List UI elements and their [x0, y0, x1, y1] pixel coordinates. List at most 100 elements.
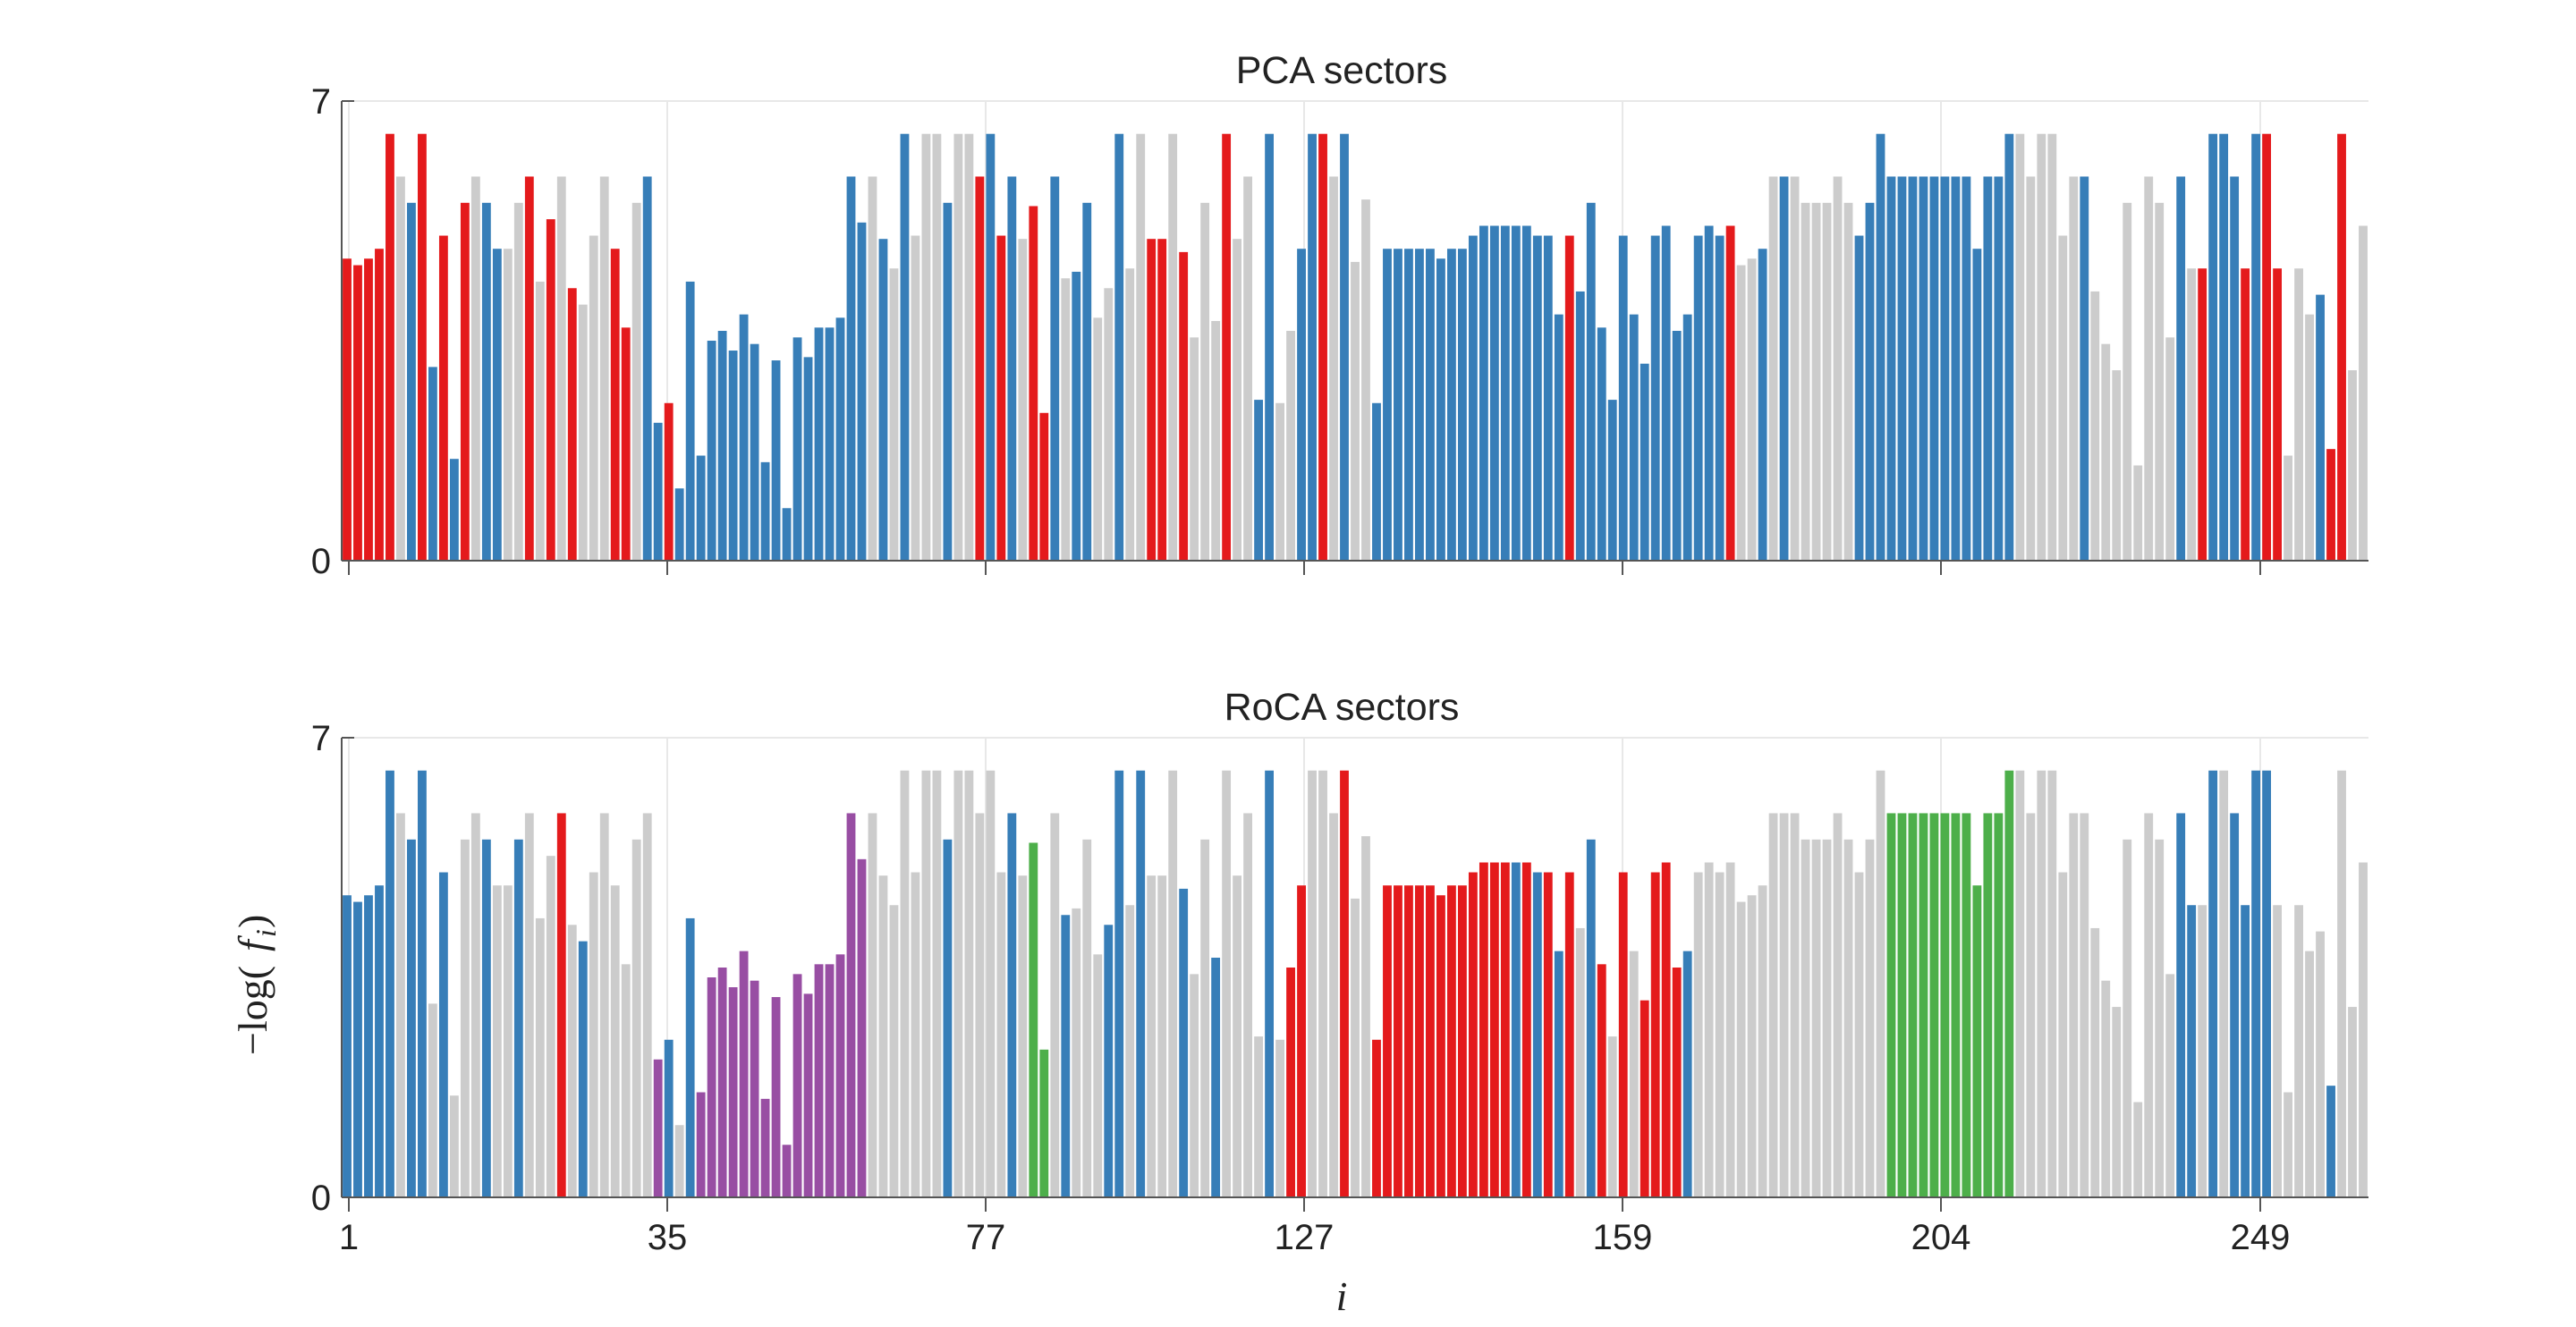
bar	[1093, 954, 1103, 1197]
bar	[1243, 813, 1253, 1197]
bar	[760, 461, 770, 561]
bar	[1136, 770, 1146, 1197]
bar	[1661, 225, 1671, 561]
bar	[750, 343, 759, 561]
bar	[621, 964, 631, 1197]
bar	[1318, 770, 1327, 1197]
bar	[481, 202, 491, 561]
bar	[1747, 895, 1757, 1197]
bar	[2047, 133, 2057, 561]
bar	[418, 133, 427, 561]
bar	[2219, 770, 2229, 1197]
bar	[835, 317, 845, 561]
bar	[1843, 202, 1853, 561]
bar	[1554, 951, 1563, 1197]
bar	[1704, 862, 1714, 1197]
bar	[2208, 770, 2218, 1197]
x-tick-label: 159	[1593, 1218, 1653, 1257]
bar	[717, 968, 727, 1197]
bar	[953, 133, 963, 561]
bar	[1790, 813, 1800, 1197]
bar	[1919, 813, 1928, 1197]
bar	[2026, 176, 2036, 561]
x-tick-label: 204	[1911, 1218, 1971, 1257]
bar	[1200, 202, 1210, 561]
bar	[2080, 176, 2089, 561]
bar	[642, 176, 652, 561]
bar	[1790, 176, 1800, 561]
bar	[996, 872, 1006, 1197]
bar	[1843, 839, 1853, 1197]
bar	[1768, 813, 1778, 1197]
bar	[1876, 770, 1885, 1197]
bar	[503, 885, 513, 1197]
bar	[1543, 872, 1553, 1197]
bar	[964, 770, 974, 1197]
bar	[2359, 862, 2368, 1197]
bar	[642, 813, 652, 1197]
bar	[589, 235, 598, 561]
bar	[1962, 813, 1971, 1197]
bar	[728, 351, 738, 561]
bar	[1715, 872, 1724, 1197]
bar	[2305, 314, 2314, 561]
bar	[1351, 261, 1360, 561]
bar	[1682, 951, 1692, 1197]
bar	[1833, 813, 1843, 1197]
bar	[492, 249, 502, 561]
bar	[2326, 449, 2335, 561]
bar	[1039, 1049, 1049, 1197]
bar	[2230, 176, 2240, 561]
bar	[1629, 951, 1639, 1197]
bar	[1618, 872, 1628, 1197]
bar	[1479, 225, 1488, 561]
bar	[567, 925, 577, 1197]
bar	[1897, 176, 1907, 561]
bar	[1329, 813, 1338, 1197]
bar	[2133, 465, 2143, 561]
bar	[546, 219, 555, 562]
bar	[343, 258, 352, 561]
bar	[503, 249, 513, 561]
bar	[868, 176, 877, 561]
bar	[1747, 258, 1757, 561]
bar	[1114, 133, 1124, 561]
bar	[1297, 249, 1306, 561]
bar	[1340, 770, 1349, 1197]
bar	[1308, 133, 1317, 561]
bar	[1758, 885, 1767, 1197]
bar	[1190, 337, 1199, 561]
bar	[556, 813, 566, 1197]
bar	[449, 459, 459, 561]
bar	[1672, 968, 1682, 1197]
bar	[1361, 199, 1370, 561]
bar	[396, 176, 405, 561]
bar	[386, 133, 394, 561]
bar	[2069, 813, 2079, 1197]
bar	[2026, 813, 2036, 1197]
bar	[1597, 964, 1606, 1197]
bar	[900, 133, 910, 561]
bar	[1607, 1036, 1617, 1197]
bar	[1597, 327, 1606, 561]
bar	[1265, 133, 1274, 561]
bar	[2316, 294, 2325, 561]
bar	[2004, 133, 2014, 561]
bar	[1361, 836, 1370, 1197]
bar	[1736, 901, 1746, 1197]
bar	[2144, 813, 2154, 1197]
bar	[1640, 363, 1649, 561]
bar	[1854, 872, 1864, 1197]
bar	[1426, 249, 1435, 561]
bar	[1586, 202, 1596, 561]
bar	[599, 813, 609, 1197]
bar	[2359, 225, 2368, 561]
bar	[1114, 770, 1124, 1197]
bar	[1489, 862, 1499, 1197]
bar	[1682, 314, 1692, 561]
bar	[835, 954, 845, 1197]
bar	[343, 895, 352, 1197]
y-tick-label: 0	[311, 1179, 331, 1218]
bar	[599, 176, 609, 561]
bar	[1994, 176, 2004, 561]
